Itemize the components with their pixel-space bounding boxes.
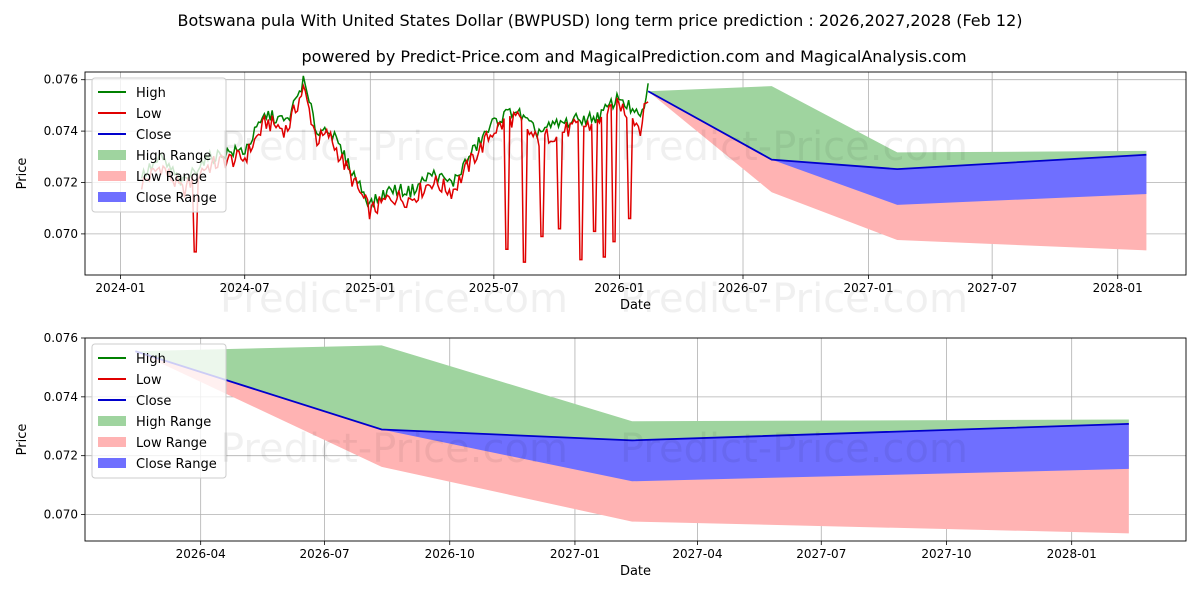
x-tick-label: 2025-07 bbox=[469, 281, 519, 295]
plot-frame bbox=[84, 71, 1187, 276]
legend-patch-swatch bbox=[98, 171, 126, 181]
y-tick-label: 0.072 bbox=[44, 449, 78, 463]
close-range-band bbox=[648, 91, 1147, 205]
legend-label: High bbox=[136, 352, 166, 367]
plot-frame bbox=[84, 337, 1187, 542]
x-tick-label: 2026-07 bbox=[718, 281, 768, 295]
x-tick-label: 2027-07 bbox=[967, 281, 1017, 295]
x-tick-label: 2024-07 bbox=[220, 281, 270, 295]
watermark-bottom-left: Predict-Price.com bbox=[220, 426, 568, 472]
legend-label: Close bbox=[136, 128, 171, 143]
legend-label: High bbox=[136, 86, 166, 101]
y-tick-label: 0.074 bbox=[44, 124, 78, 138]
watermark-top-right: Predict-Price.com bbox=[620, 124, 968, 170]
legend-label: Close Range bbox=[136, 457, 217, 472]
watermark-mid-left: Predict-Price.com bbox=[220, 276, 568, 322]
legend-label: Low Range bbox=[136, 170, 207, 185]
y-tick-label: 0.074 bbox=[44, 390, 78, 404]
legend-label: Low bbox=[136, 107, 162, 122]
top-panel: 2024-01 2024-07 2025-01 2025-07 2026-01 2026-… bbox=[15, 71, 1187, 313]
close-range-band bbox=[135, 351, 1129, 482]
legend-label: High Range bbox=[136, 415, 211, 430]
close-series-line bbox=[135, 350, 1129, 442]
legend-patch-swatch bbox=[98, 437, 126, 447]
x-tick-label: 2027-07 bbox=[796, 547, 846, 561]
x-tick-label: 2026-07 bbox=[299, 547, 349, 561]
x-tick-label: 2028-01 bbox=[1093, 281, 1143, 295]
x-axis-label: Date bbox=[620, 564, 651, 579]
watermark-bottom-right: Predict-Price.com bbox=[620, 426, 968, 472]
y-tick-label: 0.076 bbox=[44, 73, 78, 87]
y-tick-label: 0.072 bbox=[44, 175, 78, 189]
chart-subtitle: powered by Predict-Price.com and Magical… bbox=[301, 47, 966, 66]
watermark-mid-right: Predict-Price.com bbox=[620, 276, 968, 322]
legend-patch-swatch bbox=[98, 458, 126, 468]
x-tick-label: 2027-10 bbox=[921, 547, 971, 561]
legend-patch-swatch bbox=[98, 150, 126, 160]
x-tick-label: 2025-01 bbox=[345, 281, 395, 295]
y-axis-label: Price bbox=[15, 158, 30, 190]
legend-label: Close bbox=[136, 394, 171, 409]
y-tick-label: 0.076 bbox=[44, 331, 78, 345]
x-tick-label: 2027-01 bbox=[844, 281, 894, 295]
legend-label: Low Range bbox=[136, 436, 207, 451]
y-tick-label: 0.070 bbox=[44, 227, 78, 241]
x-axis-label: Date bbox=[620, 298, 651, 313]
bottom-panel: 2026-04 2026-07 2026-10 2027-01 2027-04 2027-… bbox=[15, 331, 1187, 579]
y-tick-label: 0.070 bbox=[44, 508, 78, 522]
x-tick-label: 2028-01 bbox=[1047, 547, 1097, 561]
x-tick-label: 2026-10 bbox=[425, 547, 475, 561]
high-range-band bbox=[135, 345, 1129, 441]
watermark-top-left: Predict-Price.com bbox=[220, 124, 568, 170]
high-range-band bbox=[648, 86, 1147, 170]
legend-label: Low bbox=[136, 373, 162, 388]
y-axis-label: Price bbox=[15, 424, 30, 456]
x-tick-label: 2027-04 bbox=[672, 547, 722, 561]
x-tick-label: 2026-04 bbox=[176, 547, 226, 561]
close-series-line bbox=[647, 90, 1147, 171]
legend-label: Close Range bbox=[136, 191, 217, 206]
legend-patch-swatch bbox=[98, 192, 126, 202]
legend-patch-swatch bbox=[98, 416, 126, 426]
x-tick-label: 2026-01 bbox=[594, 281, 644, 295]
x-tick-label: 2027-01 bbox=[550, 547, 600, 561]
legend-label: High Range bbox=[136, 149, 211, 164]
chart-title: Botswana pula With United States Dollar … bbox=[178, 11, 1023, 30]
x-tick-label: 2024-01 bbox=[95, 281, 145, 295]
